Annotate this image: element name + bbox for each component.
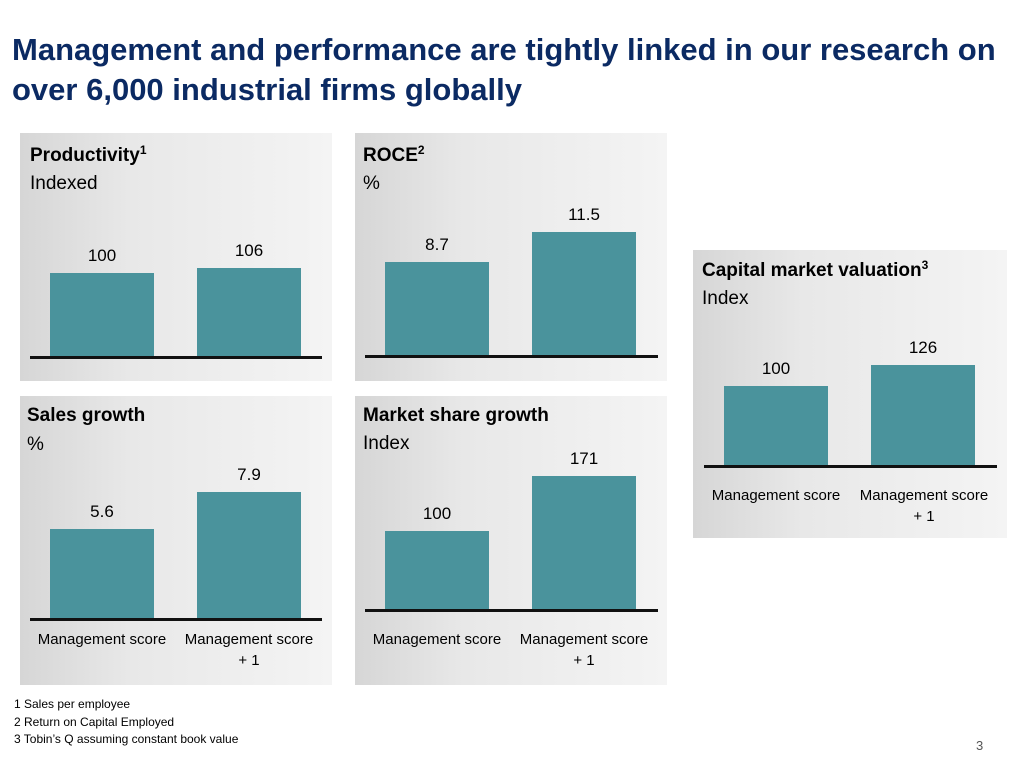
- data-label: 106: [234, 241, 264, 261]
- data-label: 100: [761, 359, 791, 378]
- footnote-2: 2 Return on Capital Employed: [14, 714, 175, 729]
- chart-title-text: Capital market valuation: [702, 260, 922, 281]
- bar: [50, 529, 154, 618]
- chart-unit: Index: [363, 433, 410, 454]
- data-label: 100: [422, 504, 452, 523]
- bar: [532, 475, 636, 609]
- category-label: Management score + 1: [859, 487, 989, 525]
- footnote-ref: 2: [417, 143, 425, 157]
- chart-unit: Index: [702, 288, 749, 309]
- footnotes: 1 Sales per employee 2 Return on Capital…: [14, 696, 238, 749]
- category-label: Management score + 1: [519, 631, 649, 669]
- category-label: Management score: [37, 631, 167, 648]
- sales-growth-chart-panel: Sales growth % 5.6 7.9 Management score M…: [20, 396, 332, 685]
- bar: [197, 492, 301, 618]
- footnote-ref: 1: [139, 143, 147, 157]
- bar: [197, 268, 301, 356]
- bar: [385, 531, 489, 609]
- chart-title: ROCE2: [363, 143, 425, 167]
- data-label: 5.6: [90, 502, 114, 521]
- data-label: 171: [569, 448, 599, 468]
- chart-title-text: Sales growth: [27, 405, 146, 426]
- category-label: Management score + 1: [184, 631, 314, 669]
- chart-title-text: Productivity: [30, 145, 140, 166]
- data-label: 7.9: [237, 465, 261, 485]
- chart-axis: [365, 355, 658, 358]
- category-label: Management score: [711, 487, 841, 504]
- chart-title: Market share growth: [363, 405, 549, 427]
- chart-title: Sales growth: [27, 405, 145, 427]
- page-number: 3: [976, 738, 984, 753]
- footnote-ref: 3: [921, 258, 929, 272]
- chart-axis: [30, 356, 322, 359]
- market-share-growth-chart-panel: Market share growth Index 100 171 Managem…: [355, 396, 667, 685]
- chart-unit: %: [363, 173, 380, 194]
- bar: [385, 262, 489, 355]
- category-label: Management score: [372, 631, 502, 648]
- slide-title: Management and performance are tightly l…: [12, 32, 996, 107]
- chart-unit: %: [27, 434, 44, 455]
- data-label: 11.5: [568, 205, 600, 225]
- chart-title: Productivity1: [30, 143, 147, 167]
- bar: [871, 365, 975, 465]
- chart-axis: [704, 465, 997, 468]
- chart-axis: [365, 609, 658, 612]
- chart-unit: Indexed: [30, 173, 98, 194]
- chart-axis: [30, 618, 322, 621]
- chart-title-text: Market share growth: [363, 405, 549, 426]
- footnote-3: 3 Tobin’s Q assuming constant book value: [14, 732, 239, 746]
- data-label: 8.7: [425, 235, 449, 254]
- bar: [532, 232, 636, 355]
- capital-market-valuation-chart-panel: Capital market valuation3 Index 100 126 M…: [693, 250, 1007, 538]
- chart-title: Capital market valuation3: [702, 258, 929, 282]
- chart-title-text: ROCE: [363, 145, 418, 166]
- bar: [724, 386, 828, 465]
- footnote-1: 1 Sales per employee: [14, 697, 131, 711]
- data-label: 100: [87, 246, 117, 265]
- bar: [50, 273, 154, 356]
- data-label: 126: [908, 338, 938, 358]
- productivity-chart-panel: Productivity1 Indexed 100 106: [20, 133, 332, 381]
- roce-chart-panel: ROCE2 % 8.7 11.5: [355, 133, 667, 381]
